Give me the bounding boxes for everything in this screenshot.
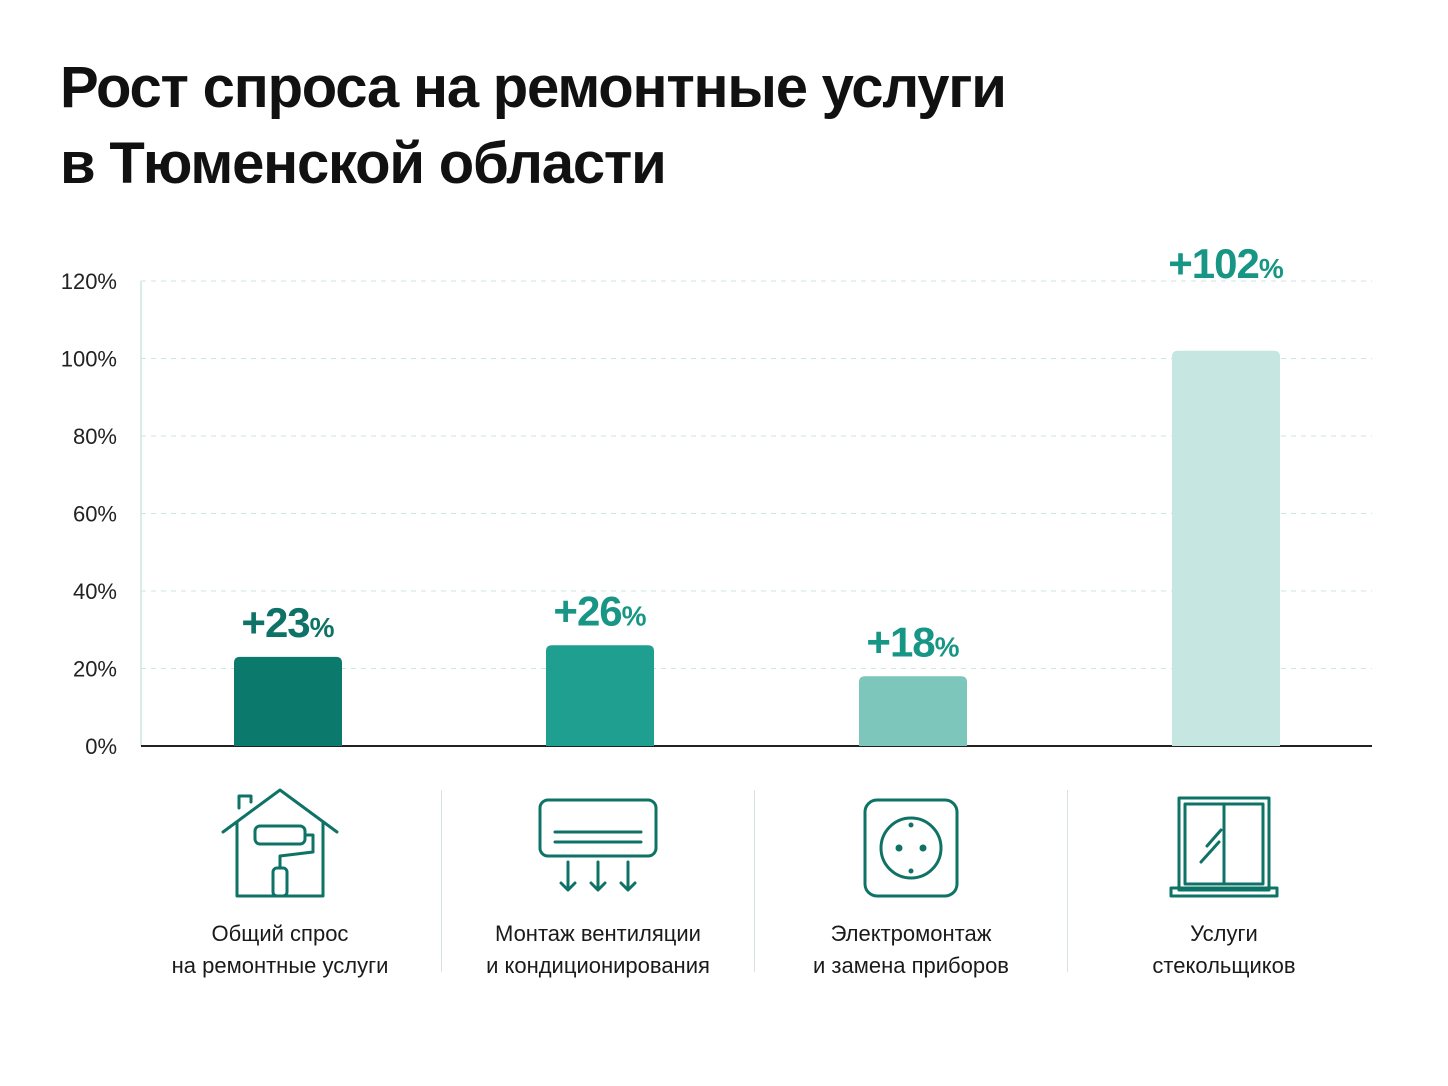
window-glass-icon <box>1169 796 1279 898</box>
category-electrical: Электромонтаж и замена приборов <box>755 780 1067 980</box>
data-label: +23% <box>241 599 334 646</box>
y-tick-label: 40% <box>73 579 117 604</box>
category-label: Общий спрос на ремонтные услуги <box>171 921 389 978</box>
y-tick-label: 120% <box>61 269 117 294</box>
data-label: +102% <box>1168 240 1284 287</box>
bar-chart: 0% 20% 40% 60% 80% 100% 120% +23% +26% +18% +102% <box>61 240 1372 759</box>
category-divider <box>441 790 442 972</box>
y-tick-label: 60% <box>73 502 117 527</box>
category-row: Общий спрос на ремонтные услуги Монтаж в… <box>0 780 1448 1000</box>
house-paint-roller-icon <box>221 788 339 898</box>
category-ventilation: Монтаж вентиляции и кондиционирования <box>442 780 754 980</box>
category-label: Монтаж вентиляции и кондиционирования <box>486 921 710 978</box>
y-tick-label: 100% <box>61 347 117 372</box>
data-label: +26% <box>553 587 646 634</box>
bar-1 <box>234 656 342 746</box>
page-title: Рост спроса на ремонтные услуги в Тюменс… <box>60 50 1160 202</box>
data-label: +18% <box>866 618 959 665</box>
bar-2 <box>546 645 654 746</box>
category-divider <box>754 790 755 972</box>
y-tick-label: 80% <box>73 424 117 449</box>
category-glazing: Услуги стекольщиков <box>1068 780 1380 980</box>
y-tick-label: 20% <box>73 657 117 682</box>
title-line-1: Рост спроса на ремонтные услуги <box>60 55 1007 120</box>
power-socket-icon <box>863 798 959 898</box>
bar-4 <box>1172 350 1280 746</box>
air-conditioner-icon <box>538 798 658 892</box>
bar-3 <box>859 676 967 746</box>
category-label: Услуги стекольщиков <box>1152 921 1296 978</box>
y-tick-label: 0% <box>85 734 117 759</box>
category-divider <box>1067 790 1068 972</box>
title-line-2: в Тюменской области <box>60 131 667 196</box>
category-label: Электромонтаж и замена приборов <box>812 921 1009 978</box>
category-general-repair: Общий спрос на ремонтные услуги <box>124 780 436 980</box>
